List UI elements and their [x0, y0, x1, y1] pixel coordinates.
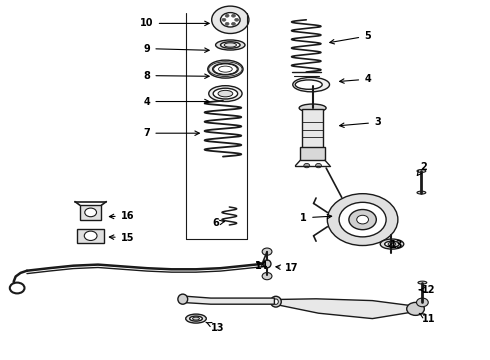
Circle shape — [349, 210, 376, 230]
Bar — [77, 229, 104, 243]
Circle shape — [262, 273, 272, 280]
Circle shape — [327, 194, 398, 246]
Circle shape — [339, 202, 386, 237]
Polygon shape — [181, 296, 274, 304]
Bar — [302, 109, 323, 148]
Text: 2: 2 — [417, 162, 427, 175]
Ellipse shape — [213, 88, 238, 99]
Ellipse shape — [193, 317, 199, 320]
Bar — [80, 205, 101, 220]
Ellipse shape — [388, 242, 396, 246]
Circle shape — [225, 22, 229, 25]
Text: 9: 9 — [144, 44, 209, 54]
Text: 13: 13 — [388, 240, 404, 250]
Circle shape — [357, 215, 368, 224]
Text: 7: 7 — [144, 128, 199, 138]
Circle shape — [84, 231, 97, 240]
Circle shape — [231, 14, 235, 17]
Circle shape — [220, 13, 240, 27]
Circle shape — [407, 302, 424, 315]
Ellipse shape — [213, 63, 238, 75]
Circle shape — [316, 163, 321, 168]
Circle shape — [231, 22, 235, 25]
Ellipse shape — [293, 77, 329, 92]
Text: 14: 14 — [255, 261, 269, 271]
Text: 1: 1 — [300, 213, 332, 223]
Polygon shape — [274, 299, 416, 319]
Ellipse shape — [216, 40, 245, 50]
Ellipse shape — [380, 239, 404, 249]
Circle shape — [212, 6, 249, 33]
Text: 3: 3 — [340, 117, 381, 127]
Text: 4: 4 — [144, 96, 209, 107]
Bar — [300, 147, 325, 160]
Ellipse shape — [417, 191, 426, 194]
Ellipse shape — [273, 299, 278, 305]
Circle shape — [262, 248, 272, 255]
Ellipse shape — [190, 316, 202, 321]
Circle shape — [222, 18, 226, 21]
Ellipse shape — [208, 60, 243, 78]
Text: 13: 13 — [206, 322, 225, 333]
Ellipse shape — [418, 281, 427, 284]
Text: 11: 11 — [419, 313, 436, 324]
Ellipse shape — [220, 42, 240, 48]
Text: 12: 12 — [419, 285, 436, 295]
Circle shape — [85, 208, 97, 217]
Circle shape — [10, 283, 24, 293]
Text: 8: 8 — [144, 71, 209, 81]
Ellipse shape — [263, 260, 271, 268]
Ellipse shape — [186, 314, 206, 323]
Circle shape — [416, 298, 428, 307]
Circle shape — [235, 18, 239, 21]
Ellipse shape — [209, 86, 242, 102]
Text: 5: 5 — [330, 31, 371, 44]
Circle shape — [304, 163, 310, 168]
Text: 16: 16 — [109, 211, 134, 221]
Circle shape — [225, 14, 229, 17]
Ellipse shape — [218, 90, 233, 97]
Ellipse shape — [299, 104, 326, 112]
Text: 15: 15 — [109, 233, 134, 243]
Text: 4: 4 — [340, 74, 371, 84]
Ellipse shape — [270, 296, 281, 307]
Ellipse shape — [224, 43, 236, 47]
Text: 10: 10 — [140, 18, 209, 28]
Ellipse shape — [295, 80, 322, 89]
Text: 6: 6 — [212, 218, 224, 228]
Text: 17: 17 — [276, 263, 298, 273]
Ellipse shape — [385, 241, 399, 247]
Ellipse shape — [178, 294, 188, 304]
Ellipse shape — [417, 170, 426, 172]
